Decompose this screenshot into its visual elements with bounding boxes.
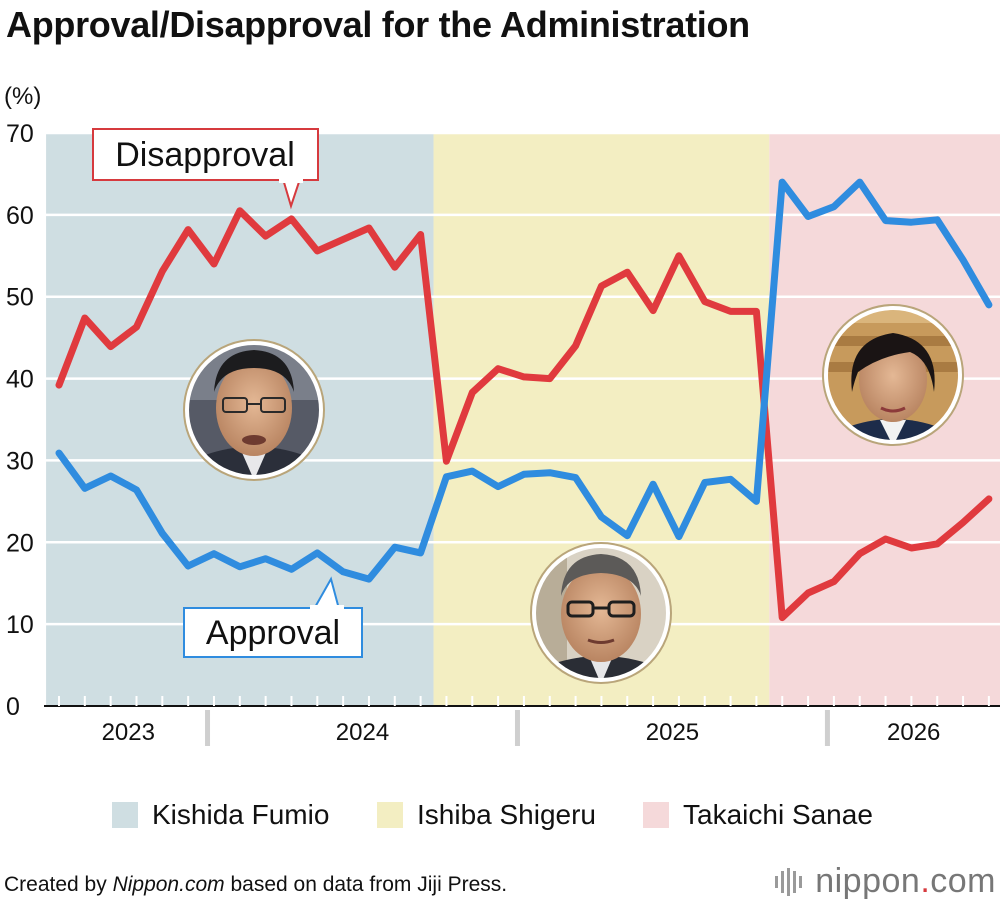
y-tick-label: 0 bbox=[6, 693, 20, 721]
legend-label-kishida: Kishida Fumio bbox=[152, 799, 330, 830]
legend-swatch-takaichi bbox=[643, 802, 669, 828]
legend-label-ishiba: Ishiba Shigeru bbox=[417, 799, 597, 830]
logo-tld: com bbox=[930, 862, 996, 900]
x-tick-label: 2023 bbox=[102, 719, 155, 746]
y-tick-label: 50 bbox=[6, 284, 34, 312]
chart-title: Approval/Disapproval for the Administrat… bbox=[6, 4, 750, 45]
credit-suffix: based on data from Jiji Press. bbox=[224, 873, 508, 896]
kishida-portrait bbox=[183, 339, 325, 481]
ishiba-portrait bbox=[530, 542, 672, 684]
legend-swatch-kishida bbox=[112, 802, 138, 828]
legend-item-takaichi: Takaichi Sanae bbox=[643, 795, 873, 835]
y-tick-label: 10 bbox=[6, 611, 34, 639]
y-tick-label: 40 bbox=[6, 366, 34, 394]
series-line-disapproval bbox=[55, 207, 993, 622]
logo-bars-icon bbox=[775, 867, 805, 896]
credit-site: Nippon.com bbox=[112, 873, 225, 896]
legend-label-takaichi: Takaichi Sanae bbox=[683, 799, 873, 830]
source-credit: Created by Nippon.com based on data from… bbox=[4, 873, 507, 897]
takaichi-portrait bbox=[822, 304, 964, 446]
year-separator bbox=[205, 710, 211, 746]
credit-prefix: Created by bbox=[4, 873, 113, 896]
logo-main: nippon bbox=[815, 862, 921, 900]
year-separator bbox=[824, 710, 830, 746]
legend-swatch-ishiba bbox=[377, 802, 403, 828]
y-unit-label: (%) bbox=[4, 83, 41, 110]
line-chart: 0 10 20 30 40 50 60 70 (%) 2023 2024 2025 2026 bbox=[4, 83, 1000, 746]
x-tick-label: 2025 bbox=[646, 719, 699, 746]
x-tick-label: 2026 bbox=[887, 719, 940, 746]
approval-callout: Approval bbox=[183, 576, 363, 658]
disapproval-callout: Disapproval bbox=[92, 128, 319, 210]
series-line-approval bbox=[55, 178, 993, 583]
year-separator bbox=[514, 710, 520, 746]
y-tick-label: 20 bbox=[6, 529, 34, 557]
y-tick-label: 30 bbox=[6, 447, 34, 475]
disapproval-callout-label: Disapproval bbox=[115, 136, 295, 174]
approval-callout-label: Approval bbox=[206, 614, 340, 652]
x-tick-label: 2024 bbox=[336, 719, 389, 746]
logo-dot: . bbox=[920, 862, 931, 900]
legend-item-ishiba: Ishiba Shigeru bbox=[377, 795, 596, 835]
y-tick-label: 70 bbox=[6, 120, 34, 148]
nippon-logo: nippon.com bbox=[775, 862, 996, 901]
legend-item-kishida: Kishida Fumio bbox=[112, 795, 329, 835]
y-tick-label: 60 bbox=[6, 202, 34, 230]
